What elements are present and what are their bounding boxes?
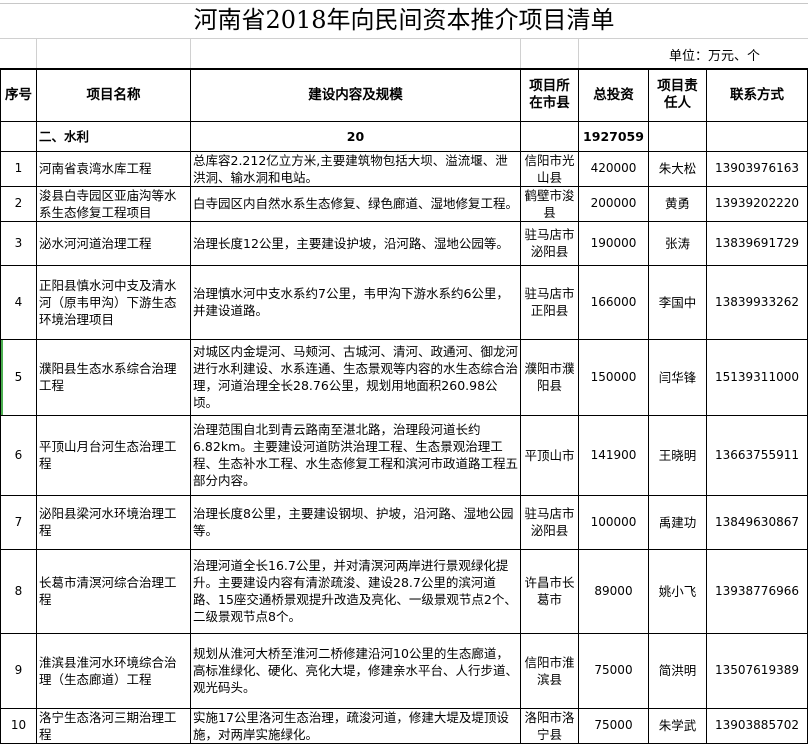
row-number: 3	[0, 220, 37, 266]
row-number: 7	[0, 494, 37, 550]
project-phone: 13663755911	[706, 414, 808, 496]
header-location: 项目所在市县	[520, 68, 579, 122]
table-row: 10 洛宁生态洛河三期治理工程 实施17公里洛河生态治理，疏浚河道，修建大堤及堤顶设…	[0, 707, 808, 744]
project-person: 李国中	[648, 264, 707, 340]
project-name: 淮滨县淮河水环境综合治理（生态廊道）工程	[36, 632, 191, 709]
project-person: 黄勇	[648, 185, 707, 222]
row-number: 10	[0, 707, 37, 744]
project-phone: 13839933262	[706, 264, 808, 340]
project-content: 治理河道全长16.7公里，并对清溟河两岸进行景观绿化提升。主要建设内容有清淤疏浚…	[190, 548, 521, 634]
project-investment: 89000	[578, 548, 649, 634]
project-content: 规划从淮河大桥至淮河二桥修建沿河10公里的生态廊道，高标准绿化、硬化、亮化大堤，…	[190, 632, 521, 709]
header-content: 建设内容及规模	[190, 68, 521, 122]
project-content: 白寺园区内自然水系生态修复、绿色廊道、湿地修复工程。	[190, 185, 521, 222]
project-location: 洛阳市洛宁县	[520, 707, 579, 744]
row-number: 9	[0, 632, 37, 709]
project-person: 闫华锋	[648, 338, 707, 416]
header-row: 序号 项目名称 建设内容及规模 项目所在市县 总投资 项目责任人 联系方式	[0, 68, 808, 122]
row-number: 4	[0, 264, 37, 340]
project-content: 治理长度8公里，主要建设钢坝、护坡，沿河路、湿地公园等。	[190, 494, 521, 550]
unit-row: 单位：万元、个	[0, 39, 808, 68]
project-name: 泌水河河道治理工程	[36, 220, 191, 266]
project-name: 正阳县慎水河中支及清水河（原韦甲沟）下游生态环境治理项目	[36, 264, 191, 340]
project-investment: 200000	[578, 185, 649, 222]
row-number: 8	[0, 548, 37, 634]
header-name: 项目名称	[36, 68, 191, 122]
project-location: 信阳市光山县	[520, 150, 579, 187]
project-location: 许昌市长葛市	[520, 548, 579, 634]
page-title: 河南省2018年向民间资本推介项目清单	[0, 3, 808, 39]
project-name: 平顶山月台河生态治理工程	[36, 414, 191, 496]
project-location: 平顶山市	[520, 414, 579, 496]
project-investment: 75000	[578, 707, 649, 744]
project-phone: 13903976163	[706, 150, 808, 187]
table-row: 5 濮阳县生态水系综合治理工程 对城区内金堤河、马颊河、古城河、清河、政通河、御龙河…	[0, 338, 808, 416]
project-name: 长葛市清溟河综合治理工程	[36, 548, 191, 634]
section-total: 1927059	[578, 120, 649, 152]
row-number: 2	[0, 185, 37, 222]
project-investment: 420000	[578, 150, 649, 187]
project-phone: 13839691729	[706, 220, 808, 266]
project-investment: 190000	[578, 220, 649, 266]
row-number: 6	[0, 414, 37, 496]
project-investment: 75000	[578, 632, 649, 709]
table-row: 3 泌水河河道治理工程 治理长度12公里，主要建设护坡，沿河路、湿地公园等。 驻马店市…	[0, 220, 808, 266]
table-row: 2 浚县白寺园区亚庙沟等水系生态修复工程项目 白寺园区内自然水系生态修复、绿色廊道、…	[0, 185, 808, 222]
header-investment: 总投资	[578, 68, 649, 122]
project-investment: 150000	[578, 338, 649, 416]
project-person: 朱学武	[648, 707, 707, 744]
header-no: 序号	[0, 68, 37, 122]
project-name: 浚县白寺园区亚庙沟等水系生态修复工程项目	[36, 185, 191, 222]
project-person: 王晓明	[648, 414, 707, 496]
project-content: 总库容2.212亿立方米,主要建筑物包括大坝、溢流堰、泄洪洞、输水洞和电站。	[190, 150, 521, 187]
project-phone: 13507619389	[706, 632, 808, 709]
table-row: 6 平顶山月台河生态治理工程 治理范围自北到青云路南至湛北路，治理段河道长约6.82…	[0, 414, 808, 496]
project-name: 洛宁生态洛河三期治理工程	[36, 707, 191, 744]
project-person: 朱大松	[648, 150, 707, 187]
project-phone: 13903885702	[706, 707, 808, 744]
project-location: 驻马店市泌阳县	[520, 494, 579, 550]
header-person: 项目责任人	[648, 68, 707, 122]
project-phone: 13849630867	[706, 494, 808, 550]
project-table: 序号 项目名称 建设内容及规模 项目所在市县 总投资 项目责任人 联系方式 二、…	[0, 68, 808, 744]
project-location: 濮阳市濮阳县	[520, 338, 579, 416]
section-row: 二、水利 20 1927059	[0, 120, 808, 152]
project-name: 濮阳县生态水系综合治理工程	[36, 338, 191, 416]
row-number: 1	[0, 150, 37, 187]
project-content: 治理范围自北到青云路南至湛北路，治理段河道长约6.82km。主要建设河道防洪治理…	[190, 414, 521, 496]
header-phone: 联系方式	[706, 68, 808, 122]
section-count: 20	[190, 120, 521, 152]
project-investment: 100000	[578, 494, 649, 550]
project-phone: 13939202220	[706, 185, 808, 222]
project-location: 驻马店市正阳县	[520, 264, 579, 340]
project-person: 简洪明	[648, 632, 707, 709]
project-phone: 13938776966	[706, 548, 808, 634]
project-name: 河南省袁湾水库工程	[36, 150, 191, 187]
project-person: 禹建功	[648, 494, 707, 550]
project-location: 鹤壁市浚县	[520, 185, 579, 222]
unit-label: 单位：万元、个	[668, 49, 760, 64]
gridline-top	[0, 0, 808, 4]
project-content: 治理长度12公里，主要建设护坡，沿河路、湿地公园等。	[190, 220, 521, 266]
project-content: 对城区内金堤河、马颊河、古城河、清河、政通河、御龙河进行水利建设、水系连通、生态…	[190, 338, 521, 416]
table-row: 8 长葛市清溟河综合治理工程 治理河道全长16.7公里，并对清溟河两岸进行景观绿化提…	[0, 548, 808, 634]
project-person: 张涛	[648, 220, 707, 266]
project-name: 泌阳县梁河水环境治理工程	[36, 494, 191, 550]
table-row: 1 河南省袁湾水库工程 总库容2.212亿立方米,主要建筑物包括大坝、溢流堰、泄洪洞…	[0, 150, 808, 187]
project-content: 治理慎水河中支水系约7公里，韦甲沟下游水系约6公里，并建设道路。	[190, 264, 521, 340]
table-row: 7 泌阳县梁河水环境治理工程 治理长度8公里，主要建设钢坝、护坡，沿河路、湿地公园等…	[0, 494, 808, 550]
project-person: 姚小飞	[648, 548, 707, 634]
project-location: 驻马店市泌阳县	[520, 220, 579, 266]
table-row: 4 正阳县慎水河中支及清水河（原韦甲沟）下游生态环境治理项目 治理慎水河中支水系约7…	[0, 264, 808, 340]
project-investment: 166000	[578, 264, 649, 340]
project-content: 实施17公里洛河生态治理，疏浚河道，修建大堤及堤顶设施，对两岸实施绿化。	[190, 707, 521, 744]
section-name: 二、水利	[36, 120, 191, 152]
project-location: 信阳市淮滨县	[520, 632, 579, 709]
project-investment: 141900	[578, 414, 649, 496]
table-row: 9 淮滨县淮河水环境综合治理（生态廊道）工程 规划从淮河大桥至淮河二桥修建沿河10公…	[0, 632, 808, 709]
project-phone: 15139311000	[706, 338, 808, 416]
row-number: 5	[0, 338, 37, 416]
